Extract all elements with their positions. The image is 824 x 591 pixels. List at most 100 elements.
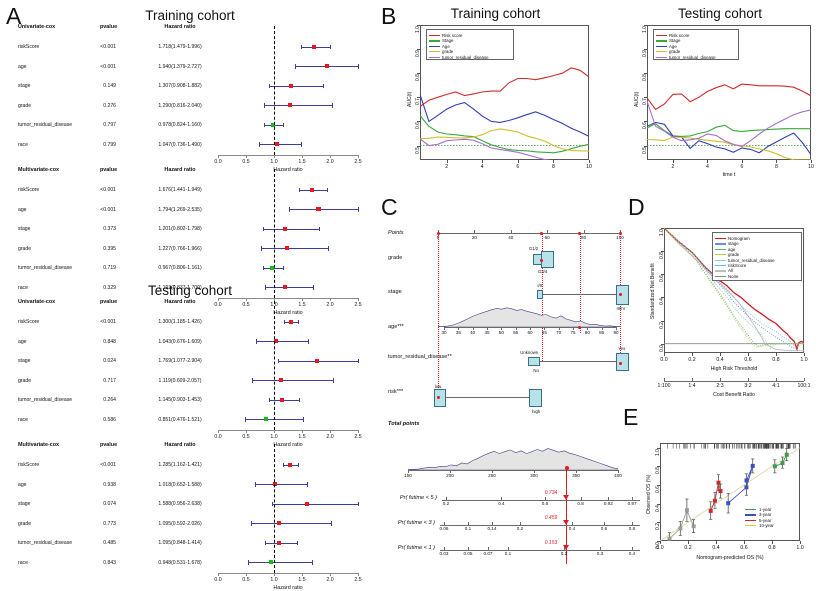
forest-axis-tick (218, 573, 219, 576)
panelD-x-tick-label: 0.0 (654, 357, 674, 363)
forest-point-estimate (264, 417, 268, 421)
panelD-legend-label: riskScore (728, 263, 746, 268)
forest-row-label: tumor_residual_disease (18, 397, 72, 403)
forest-axis-tick (330, 430, 331, 433)
panelD-x-tick-label: 0.4 (710, 357, 730, 363)
panelE-points (660, 443, 800, 541)
forest-ci-cap (283, 266, 284, 270)
forest-ci-cap (358, 64, 359, 68)
forest-axis-tick-label: 0.0 (208, 577, 228, 583)
forest-row-pvalue: 0.719 (78, 265, 116, 271)
forest-row-hr: 1.095(0.848-1.414) (140, 540, 220, 546)
nomogram-points-tick-label: 80 (575, 235, 593, 240)
forest-row-hr: 0.851(0.476-1.521) (140, 417, 220, 423)
forest-ci-cap (269, 84, 270, 88)
forest-ci-cap (299, 398, 300, 402)
nomogram-prob-tick (572, 522, 573, 525)
nomogram-prob-tick (508, 547, 509, 550)
forest-ci-cap (295, 64, 296, 68)
nomogram-total-tick-label: 400 (608, 473, 628, 478)
forest-header-model: Multivariate-cox (18, 167, 59, 173)
forest-ci-line (248, 562, 312, 563)
forest-ci-cap (265, 285, 266, 289)
forest-row-hr: 1.940(1.379-2.727) (140, 64, 220, 70)
forest-row-hr: 1.201(0.802-1.798) (140, 226, 220, 232)
nomogram-prob-tick-label: 0.4 (563, 526, 581, 531)
panelB-x-tick (447, 160, 448, 163)
nomogram-total-tick-label: 200 (440, 473, 460, 478)
forest-axis-title: Hazard ratio (198, 310, 378, 316)
panelD-x-tick (692, 353, 693, 356)
forest-ci-cap (358, 502, 359, 506)
forest-axis-tick-label: 2.5 (348, 159, 368, 165)
nomogram-age-tick-label: 45 (480, 330, 494, 335)
panelB-x-tick (673, 160, 674, 163)
forest-point-estimate (310, 188, 314, 192)
forest-ci-cap (289, 207, 290, 211)
nomogram-trd-marker (619, 362, 622, 365)
forest-ci-cap (261, 246, 262, 250)
nomogram-prob-tick-label: 0.8 (572, 501, 590, 506)
forest-point-estimate (283, 285, 287, 289)
forest-axis-tick (358, 573, 359, 576)
forest-ci-cap (308, 339, 309, 343)
nomogram-grade-label-upper: G1/2 (524, 246, 544, 251)
panelB-legend-label: Risk score (669, 33, 690, 38)
panelD-y-axis-label: Standardized Net Benefit (650, 263, 656, 319)
panelB-series-line (647, 101, 811, 146)
forest-ci-cap (319, 227, 320, 231)
forest-axis-tick-label: 1.0 (264, 159, 284, 165)
forest-ci-cap (283, 463, 284, 467)
forest-axis-tick-label: 0.0 (208, 159, 228, 165)
forest-axis-tick-label: 0.0 (208, 434, 228, 440)
forest-ci-cap (299, 188, 300, 192)
panelD-cbr-tick-label: 1:4 (681, 383, 703, 389)
nomogram-trd-box-left (528, 357, 540, 366)
forest-row-hr: 1.095(0.592-2.026) (140, 521, 220, 527)
panelE-x-axis-label: Nomogram-predicted OS (%) (650, 555, 810, 561)
forest-ci-cap (301, 45, 302, 49)
nomogram-prob-tick (520, 522, 521, 525)
forest-ci-cap (333, 378, 334, 382)
nomogram-prob-value-0: 0.734 (545, 490, 558, 496)
panelB-legend-swatch (656, 51, 667, 52)
panelB-legend-label: Age (669, 44, 677, 49)
forest-ci-cap (312, 560, 313, 564)
forest-row-label: tumor_residual_disease (18, 540, 72, 546)
panelB-x-tick (742, 160, 743, 163)
forest-ci-cap (328, 246, 329, 250)
panelD-legend-label: tumor_residual_disease (728, 258, 775, 263)
nomogram-grade-label-lower: G3/4 (533, 269, 553, 274)
forest-axis-tick (302, 573, 303, 576)
nomogram-prob-tick-label: 0.6 (595, 526, 613, 531)
nomogram-row-label-3: age*** (388, 324, 404, 330)
forest-axis-tick-label: 1.5 (292, 159, 312, 165)
forest-header-hr: Hazard ratio (140, 167, 220, 173)
panelD-cbr-axis (664, 381, 804, 382)
nomogram-stage-box-left (537, 290, 543, 299)
nomogram-row-label-0: Points (388, 230, 404, 236)
nomogram-points-marker (540, 232, 543, 235)
panelE-legend-label: 5-year (759, 518, 771, 523)
forest-point-estimate (285, 246, 289, 250)
nomogram-points-tick (474, 230, 475, 233)
panelE-x-tick-label: 1.0 (790, 545, 810, 551)
forest-row-hr: 1.227(0.766-1.966) (140, 246, 220, 252)
forest-row-hr: 1.769(1.077-2.904) (140, 358, 220, 364)
forest-ci-cap (263, 266, 264, 270)
panelD-cbr-tick (692, 378, 693, 381)
forest-row-hr: 1.047(0.736-1.490) (140, 142, 220, 148)
forest-point-estimate (277, 521, 281, 525)
nomogram-prob-tick-label: 0.06 (435, 526, 453, 531)
nomogram-trd-label-right: Yes (613, 346, 631, 351)
panelB-legend-label: tumor_residual_disease (669, 55, 716, 60)
panelB-legend-label: Stage (669, 38, 680, 43)
nomogram-total-marker (565, 466, 569, 470)
nomogram-age-tick-label: 60 (523, 330, 537, 335)
forest-point-estimate (288, 463, 292, 467)
panelB-series-line (647, 84, 811, 109)
nomogram-prob-tick (446, 497, 447, 500)
forest-axis-tick (358, 298, 359, 301)
forest-ci-cap (284, 320, 285, 324)
nomogram-total-tick-label: 300 (524, 473, 544, 478)
